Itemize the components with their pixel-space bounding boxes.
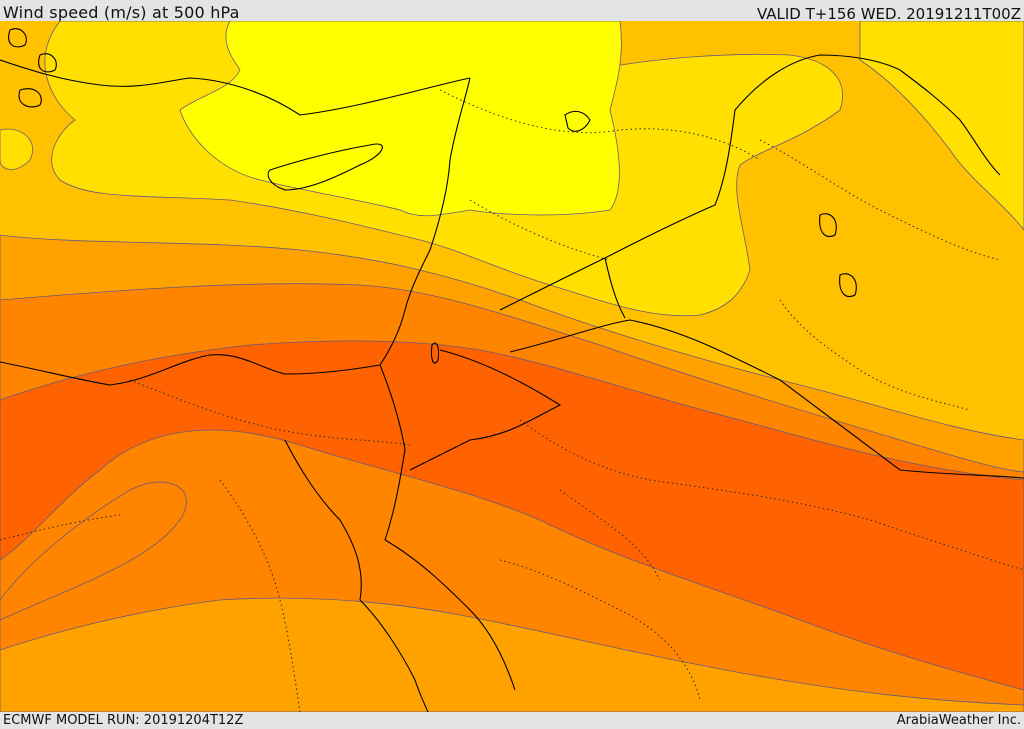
credit: ArabiaWeather Inc.: [896, 713, 1021, 728]
coastlines: [0, 28, 1024, 712]
country-borders: [0, 89, 1024, 712]
model-run: ECMWF MODEL RUN: 20191204T12Z: [3, 713, 244, 728]
band-yellow-core: [179, 21, 622, 217]
band-south: [0, 597, 1024, 712]
band-gold-west: [0, 128, 33, 170]
valid-time: VALID T+156 WED. 20191211T00Z: [756, 5, 1021, 23]
map-footer: ECMWF MODEL RUN: 20191204T12Z ArabiaWeat…: [0, 712, 1024, 729]
band-gold-ne: [859, 21, 1024, 231]
map-header: Wind speed (m/s) at 500 hPa VALID T+156 …: [0, 0, 1024, 23]
band-core-north: [0, 340, 1024, 691]
band-inner-tongue: [0, 481, 187, 621]
map-canvas: [0, 21, 1024, 712]
map-title: Wind speed (m/s) at 500 hPa: [3, 3, 240, 22]
wind-speed-map: [0, 21, 1024, 712]
